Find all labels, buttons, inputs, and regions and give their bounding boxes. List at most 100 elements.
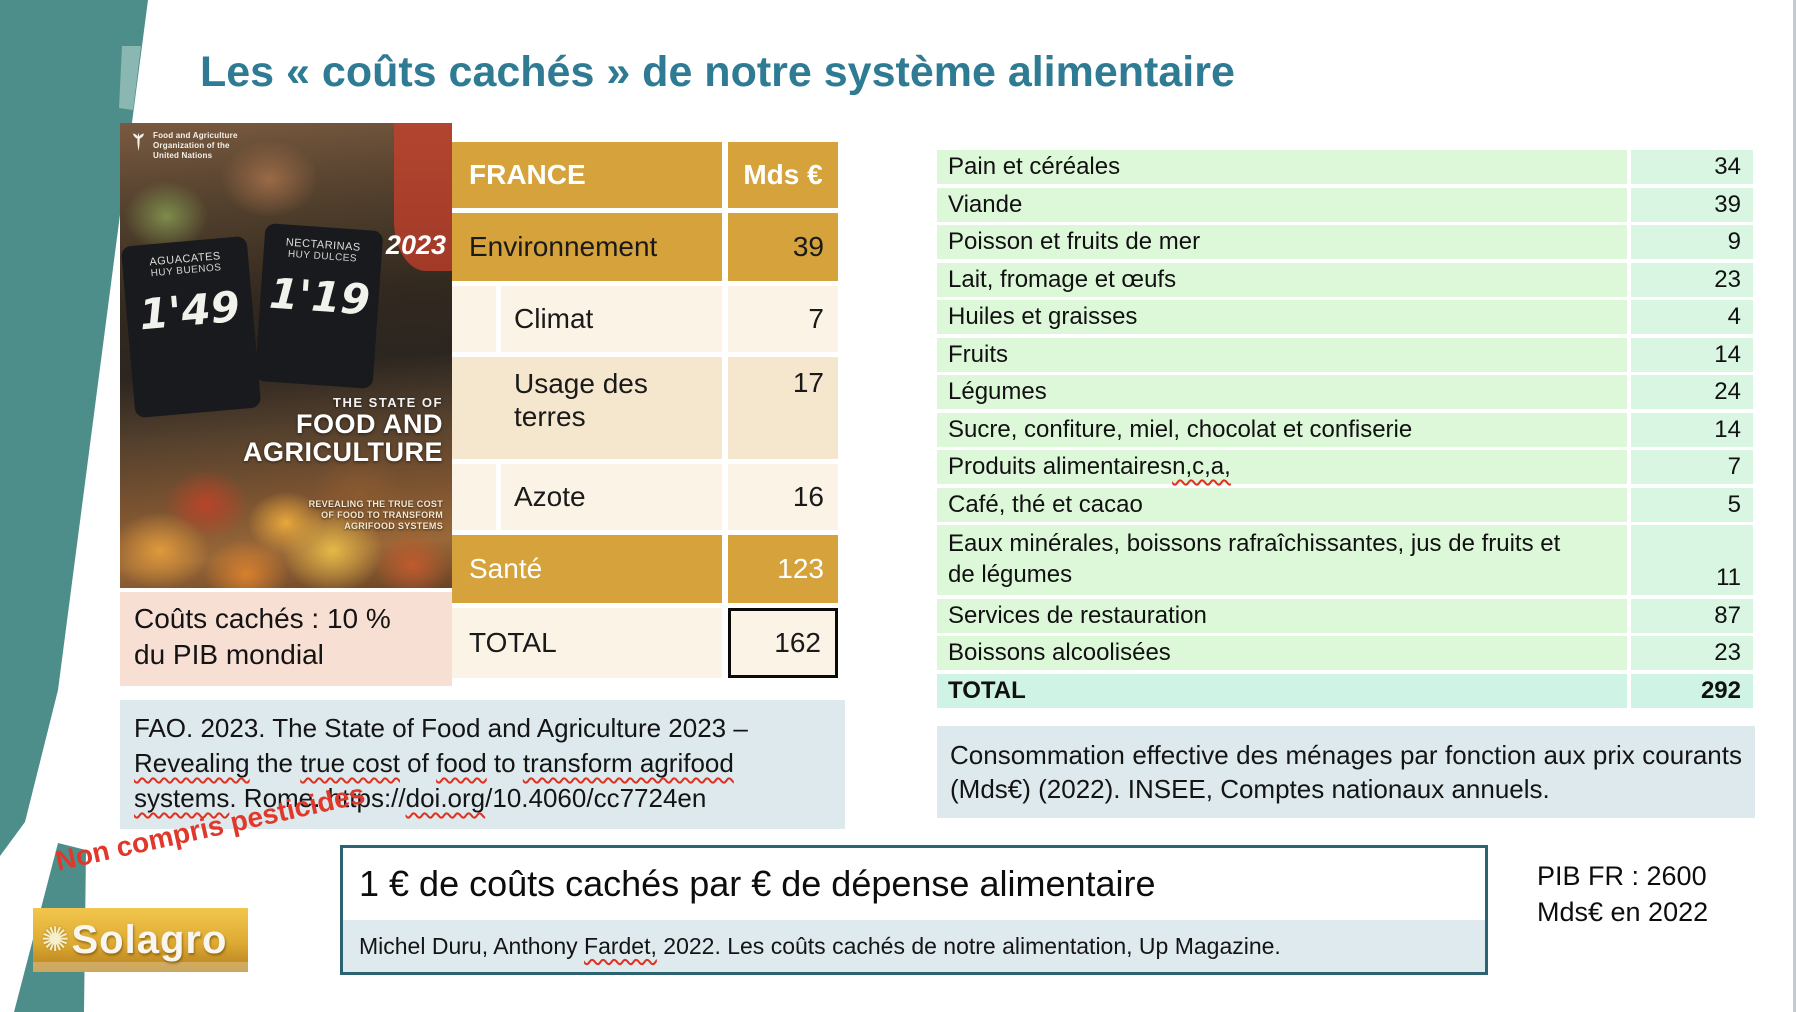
cover-title-line: FOOD AND — [296, 409, 443, 439]
row-value: 16 — [728, 464, 838, 530]
row-value: 23 — [1631, 262, 1753, 297]
conclusion-headline: 1 € de coûts cachés par € de dépense ali… — [359, 863, 1156, 904]
consumption-row: Pain et céréales 34 — [937, 150, 1753, 184]
fao-org-line: Organization of the — [153, 141, 230, 150]
row-label: Produits alimentaires n,c,a, — [937, 450, 1627, 484]
row-value: 4 — [1631, 300, 1753, 334]
ribbon-upper-band — [0, 0, 148, 856]
misspelled-text: doi.org — [405, 783, 486, 813]
misspelled-text: food — [436, 748, 487, 778]
france-table-row: Santé 123 — [452, 535, 838, 603]
consumption-row: Poisson et fruits de mer 9 — [937, 225, 1753, 259]
row-value: 23 — [1631, 636, 1753, 670]
solagro-logo-text: Solagro — [71, 917, 228, 962]
row-value: 34 — [1631, 150, 1753, 184]
fao-citation: FAO. 2023. The State of Food and Agricul… — [120, 700, 845, 829]
row-value: 7 — [1631, 450, 1753, 484]
row-label: Pain et céréales — [937, 150, 1627, 184]
row-value: 87 — [1631, 598, 1753, 633]
consumption-table: Pain et céréales 34 Viande 39 Poisson et fru… — [937, 150, 1753, 708]
slide-right-edge — [1793, 0, 1796, 1012]
row-value: 123 — [728, 535, 838, 603]
text-part: the — [249, 748, 301, 778]
consumption-row: TOTAL 292 — [937, 673, 1753, 708]
row-label: Sucre, confiture, miel, chocolat et conf… — [937, 412, 1627, 447]
row-label: Fruits — [937, 337, 1627, 372]
row-label: Eaux minérales, boissons rafraîchissante… — [937, 525, 1627, 595]
cover-title-line: AGRICULTURE — [243, 437, 443, 467]
misspelled-text: Fardet, — [584, 932, 657, 959]
pib-note-line: Mds€ en 2022 — [1537, 897, 1709, 927]
row-label: TOTAL — [937, 673, 1627, 708]
cover-title-block: THE STATE OF FOOD AND AGRICULTURE — [243, 395, 443, 466]
misspelled-text: n,c,a, — [1172, 453, 1231, 480]
row-label: Poisson et fruits de mer — [937, 225, 1627, 259]
row-value: 7 — [728, 286, 838, 352]
fao-citation-text: FAO. 2023. The State of Food and Agricul… — [134, 713, 748, 813]
row-label: TOTAL — [452, 608, 722, 678]
chalkboard-price-sign: NECTARINAS HUY DULCES 1'19 — [254, 223, 384, 389]
france-table-row: Climat 7 — [452, 286, 838, 352]
cover-subtitle-line: OF FOOD TO TRANSFORM — [321, 510, 443, 520]
ribbon-highlight-shard — [119, 46, 141, 110]
pib-france-note: PIB FR : 2600 Mds€ en 2022 — [1537, 858, 1708, 930]
row-label-text: Climat — [514, 303, 594, 334]
consumption-row: Produits alimentaires n,c,a, 7 — [937, 450, 1753, 484]
row-label: Azote — [452, 464, 722, 530]
cover-title-kicker: THE STATE OF — [333, 395, 443, 410]
consumption-row: Café, thé et cacao 5 — [937, 487, 1753, 522]
text-part: of — [399, 748, 437, 778]
row-label-text: Santé — [469, 553, 543, 584]
solagro-logo: ✺ Solagro — [33, 908, 248, 972]
consumption-row: Lait, fromage et œufs 23 — [937, 262, 1753, 297]
row-label: Café, thé et cacao — [937, 487, 1627, 522]
row-value: 292 — [1631, 673, 1753, 708]
hidden-costs-gdp-note: Coûts cachés : 10 % du PIB mondial — [120, 592, 452, 686]
row-label: Boissons alcoolisées — [937, 636, 1627, 670]
row-label-text: Environnement — [469, 231, 658, 262]
consumption-row: Services de restauration 87 — [937, 598, 1753, 633]
fao-org-line: United Nations — [153, 151, 213, 160]
cover-year-banner: 2023 — [386, 123, 452, 271]
fao-wheat-icon — [133, 133, 144, 151]
row-label: Services de restauration — [937, 598, 1627, 633]
row-label: Légumes — [937, 375, 1627, 409]
france-table-header-unit: Mds € — [728, 142, 838, 208]
row-label-text: Azote — [514, 481, 586, 512]
consumption-row: Sucre, confiture, miel, chocolat et conf… — [937, 412, 1753, 447]
consumption-row: Fruits 14 — [937, 337, 1753, 372]
france-table-header-label: FRANCE — [452, 142, 722, 208]
fao-org-name: Food and Agriculture Organization of the… — [153, 131, 238, 161]
cover-subtitle-line: AGRIFOOD SYSTEMS — [344, 521, 443, 531]
consumption-row: Viande 39 — [937, 187, 1753, 222]
consumption-table-caption: Consommation effective des ménages par f… — [937, 726, 1755, 818]
row-value: 39 — [728, 213, 838, 281]
fao-org-line: Food and Agriculture — [153, 131, 238, 140]
text-part: 2022. Les coûts cachés de notre alimenta… — [656, 932, 1281, 959]
row-value: 14 — [1631, 337, 1753, 372]
misspelled-text: systems — [134, 783, 230, 813]
consumption-row: Légumes 24 — [937, 375, 1753, 409]
consumption-row: Boissons alcoolisées 23 — [937, 636, 1753, 670]
page-title: Les « coûts cachés » de notre système al… — [200, 48, 1235, 96]
note-line: du PIB mondial — [134, 639, 324, 670]
misspelled-text: Revealing — [134, 748, 250, 778]
text-part: Produits alimentaires — [948, 453, 1173, 480]
conclusion-citation-text: Michel Duru, Anthony Fardet, 2022. Les c… — [359, 933, 1281, 960]
fao-logo-block: Food and Agriculture Organization of the… — [130, 131, 238, 161]
france-table-row: Azote 16 — [452, 464, 838, 530]
text-part: . Rome. https:// — [229, 783, 406, 813]
row-value: 9 — [1631, 225, 1753, 259]
row-label: Usage des terres — [452, 357, 722, 459]
consumption-row: Eaux minérales, boissons rafraîchissante… — [937, 525, 1753, 595]
row-label: Environnement — [452, 213, 722, 281]
row-label-text: TOTAL — [469, 627, 557, 658]
chalkboard-price-sign: AGUACATES HUY BUENOS 1'49 — [120, 235, 262, 419]
row-label: Lait, fromage et œufs — [937, 262, 1627, 297]
row-value: 24 — [1631, 375, 1753, 409]
row-label: Santé — [452, 535, 722, 603]
misspelled-text: true cost — [300, 748, 400, 778]
text-part: FAO. 2023. The State of Food and Agricul… — [134, 713, 748, 743]
row-value: 5 — [1631, 487, 1753, 522]
